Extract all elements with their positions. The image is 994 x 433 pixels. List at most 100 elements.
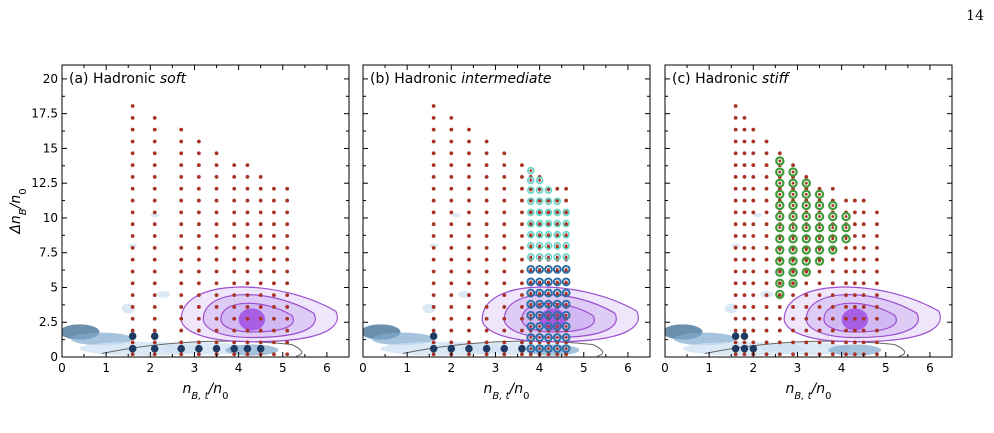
grid-point bbox=[764, 269, 769, 274]
highlight-center bbox=[818, 192, 821, 196]
grid-point bbox=[179, 151, 184, 156]
grid-point bbox=[777, 328, 782, 333]
grid-point bbox=[742, 257, 747, 262]
x-tick-label: 2 bbox=[447, 361, 455, 375]
grid-point bbox=[285, 316, 290, 321]
grid-point bbox=[152, 210, 157, 215]
grid-point bbox=[791, 186, 795, 191]
highlight-center bbox=[791, 204, 795, 207]
grid-point bbox=[449, 127, 454, 132]
grid-point bbox=[196, 210, 201, 215]
grid-point bbox=[852, 281, 857, 286]
highlight-center bbox=[547, 233, 550, 237]
gray-contour bbox=[704, 340, 906, 357]
grid-point bbox=[861, 269, 866, 274]
highlight-marker bbox=[788, 278, 798, 289]
grid-point bbox=[502, 328, 507, 333]
grid-point bbox=[245, 198, 250, 203]
grid-point bbox=[502, 210, 507, 215]
y-tick-label: 12.5 bbox=[31, 176, 58, 190]
grid-point bbox=[520, 316, 524, 321]
highlight-center bbox=[564, 222, 568, 225]
grid-point bbox=[751, 151, 756, 156]
x-tick-label: 5 bbox=[279, 361, 287, 375]
grid-point bbox=[232, 245, 237, 250]
grid-point bbox=[431, 127, 436, 132]
grid-point bbox=[791, 328, 795, 333]
highlight-marker bbox=[553, 219, 562, 228]
grid-point bbox=[214, 186, 219, 191]
grid-point bbox=[467, 316, 471, 321]
grid-point bbox=[232, 316, 237, 321]
grid-point bbox=[285, 234, 290, 238]
grid-point bbox=[196, 281, 201, 286]
grid-point bbox=[196, 352, 201, 357]
grid-point bbox=[285, 222, 290, 227]
highlight-marker bbox=[828, 200, 838, 211]
highlight-center bbox=[529, 169, 533, 173]
grid-point bbox=[196, 163, 201, 168]
grid-point bbox=[152, 151, 157, 156]
grid-point bbox=[830, 316, 835, 321]
grid-point bbox=[179, 257, 184, 262]
grid-point bbox=[804, 316, 809, 321]
grid-point bbox=[196, 151, 201, 156]
highlight-center bbox=[778, 281, 782, 285]
highlight-marker bbox=[828, 222, 838, 233]
grid-point bbox=[764, 210, 769, 215]
grid-point bbox=[764, 281, 769, 286]
grid-point bbox=[502, 186, 507, 191]
highlight-center bbox=[538, 325, 542, 328]
highlight-center bbox=[555, 280, 559, 284]
highlight-marker bbox=[544, 186, 553, 194]
grid-point bbox=[467, 222, 471, 227]
highlight-marker bbox=[544, 288, 553, 298]
grid-point bbox=[830, 352, 835, 357]
highlight-marker bbox=[801, 189, 811, 200]
highlight-center bbox=[538, 188, 542, 192]
highlight-marker bbox=[788, 256, 798, 266]
highlight-center bbox=[791, 170, 795, 174]
density-blob bbox=[429, 243, 439, 248]
grid-point bbox=[817, 186, 822, 191]
grid-point bbox=[272, 281, 276, 286]
grid-point bbox=[830, 186, 835, 191]
grid-point bbox=[502, 245, 507, 250]
grid-point bbox=[875, 234, 879, 238]
grid-point bbox=[285, 269, 290, 274]
highlight-center bbox=[538, 210, 542, 214]
grid-point bbox=[484, 316, 489, 321]
x-tick-label: 1 bbox=[705, 361, 713, 375]
grid-point bbox=[484, 186, 489, 191]
highlight-marker bbox=[465, 344, 473, 353]
grid-point bbox=[245, 210, 250, 215]
grid-point bbox=[258, 328, 263, 333]
grid-point bbox=[152, 316, 157, 321]
grid-point bbox=[245, 269, 250, 274]
grid-point bbox=[520, 293, 524, 298]
highlight-center bbox=[804, 204, 808, 207]
grid-point bbox=[272, 234, 276, 238]
grid-point bbox=[742, 222, 747, 227]
grid-point bbox=[484, 175, 489, 179]
highlight-center bbox=[791, 215, 795, 218]
grid-point bbox=[861, 245, 866, 250]
grid-point bbox=[467, 234, 471, 238]
highlight-marker bbox=[544, 208, 553, 217]
grid-point bbox=[852, 257, 857, 262]
density-blob bbox=[150, 213, 160, 218]
highlight-center bbox=[555, 268, 559, 271]
grid-point bbox=[733, 269, 738, 274]
grid-point bbox=[245, 234, 250, 238]
grid-point bbox=[214, 269, 219, 274]
grid-point bbox=[232, 163, 237, 168]
x-tick-label: 6 bbox=[926, 361, 934, 375]
highlight-marker bbox=[526, 176, 535, 185]
gray-contour bbox=[101, 340, 303, 357]
grid-point bbox=[804, 293, 809, 298]
grid-point bbox=[751, 127, 756, 132]
grid-point bbox=[245, 316, 250, 321]
highlight-marker bbox=[482, 344, 491, 353]
grid-point bbox=[742, 316, 747, 321]
density-blob bbox=[731, 243, 741, 248]
